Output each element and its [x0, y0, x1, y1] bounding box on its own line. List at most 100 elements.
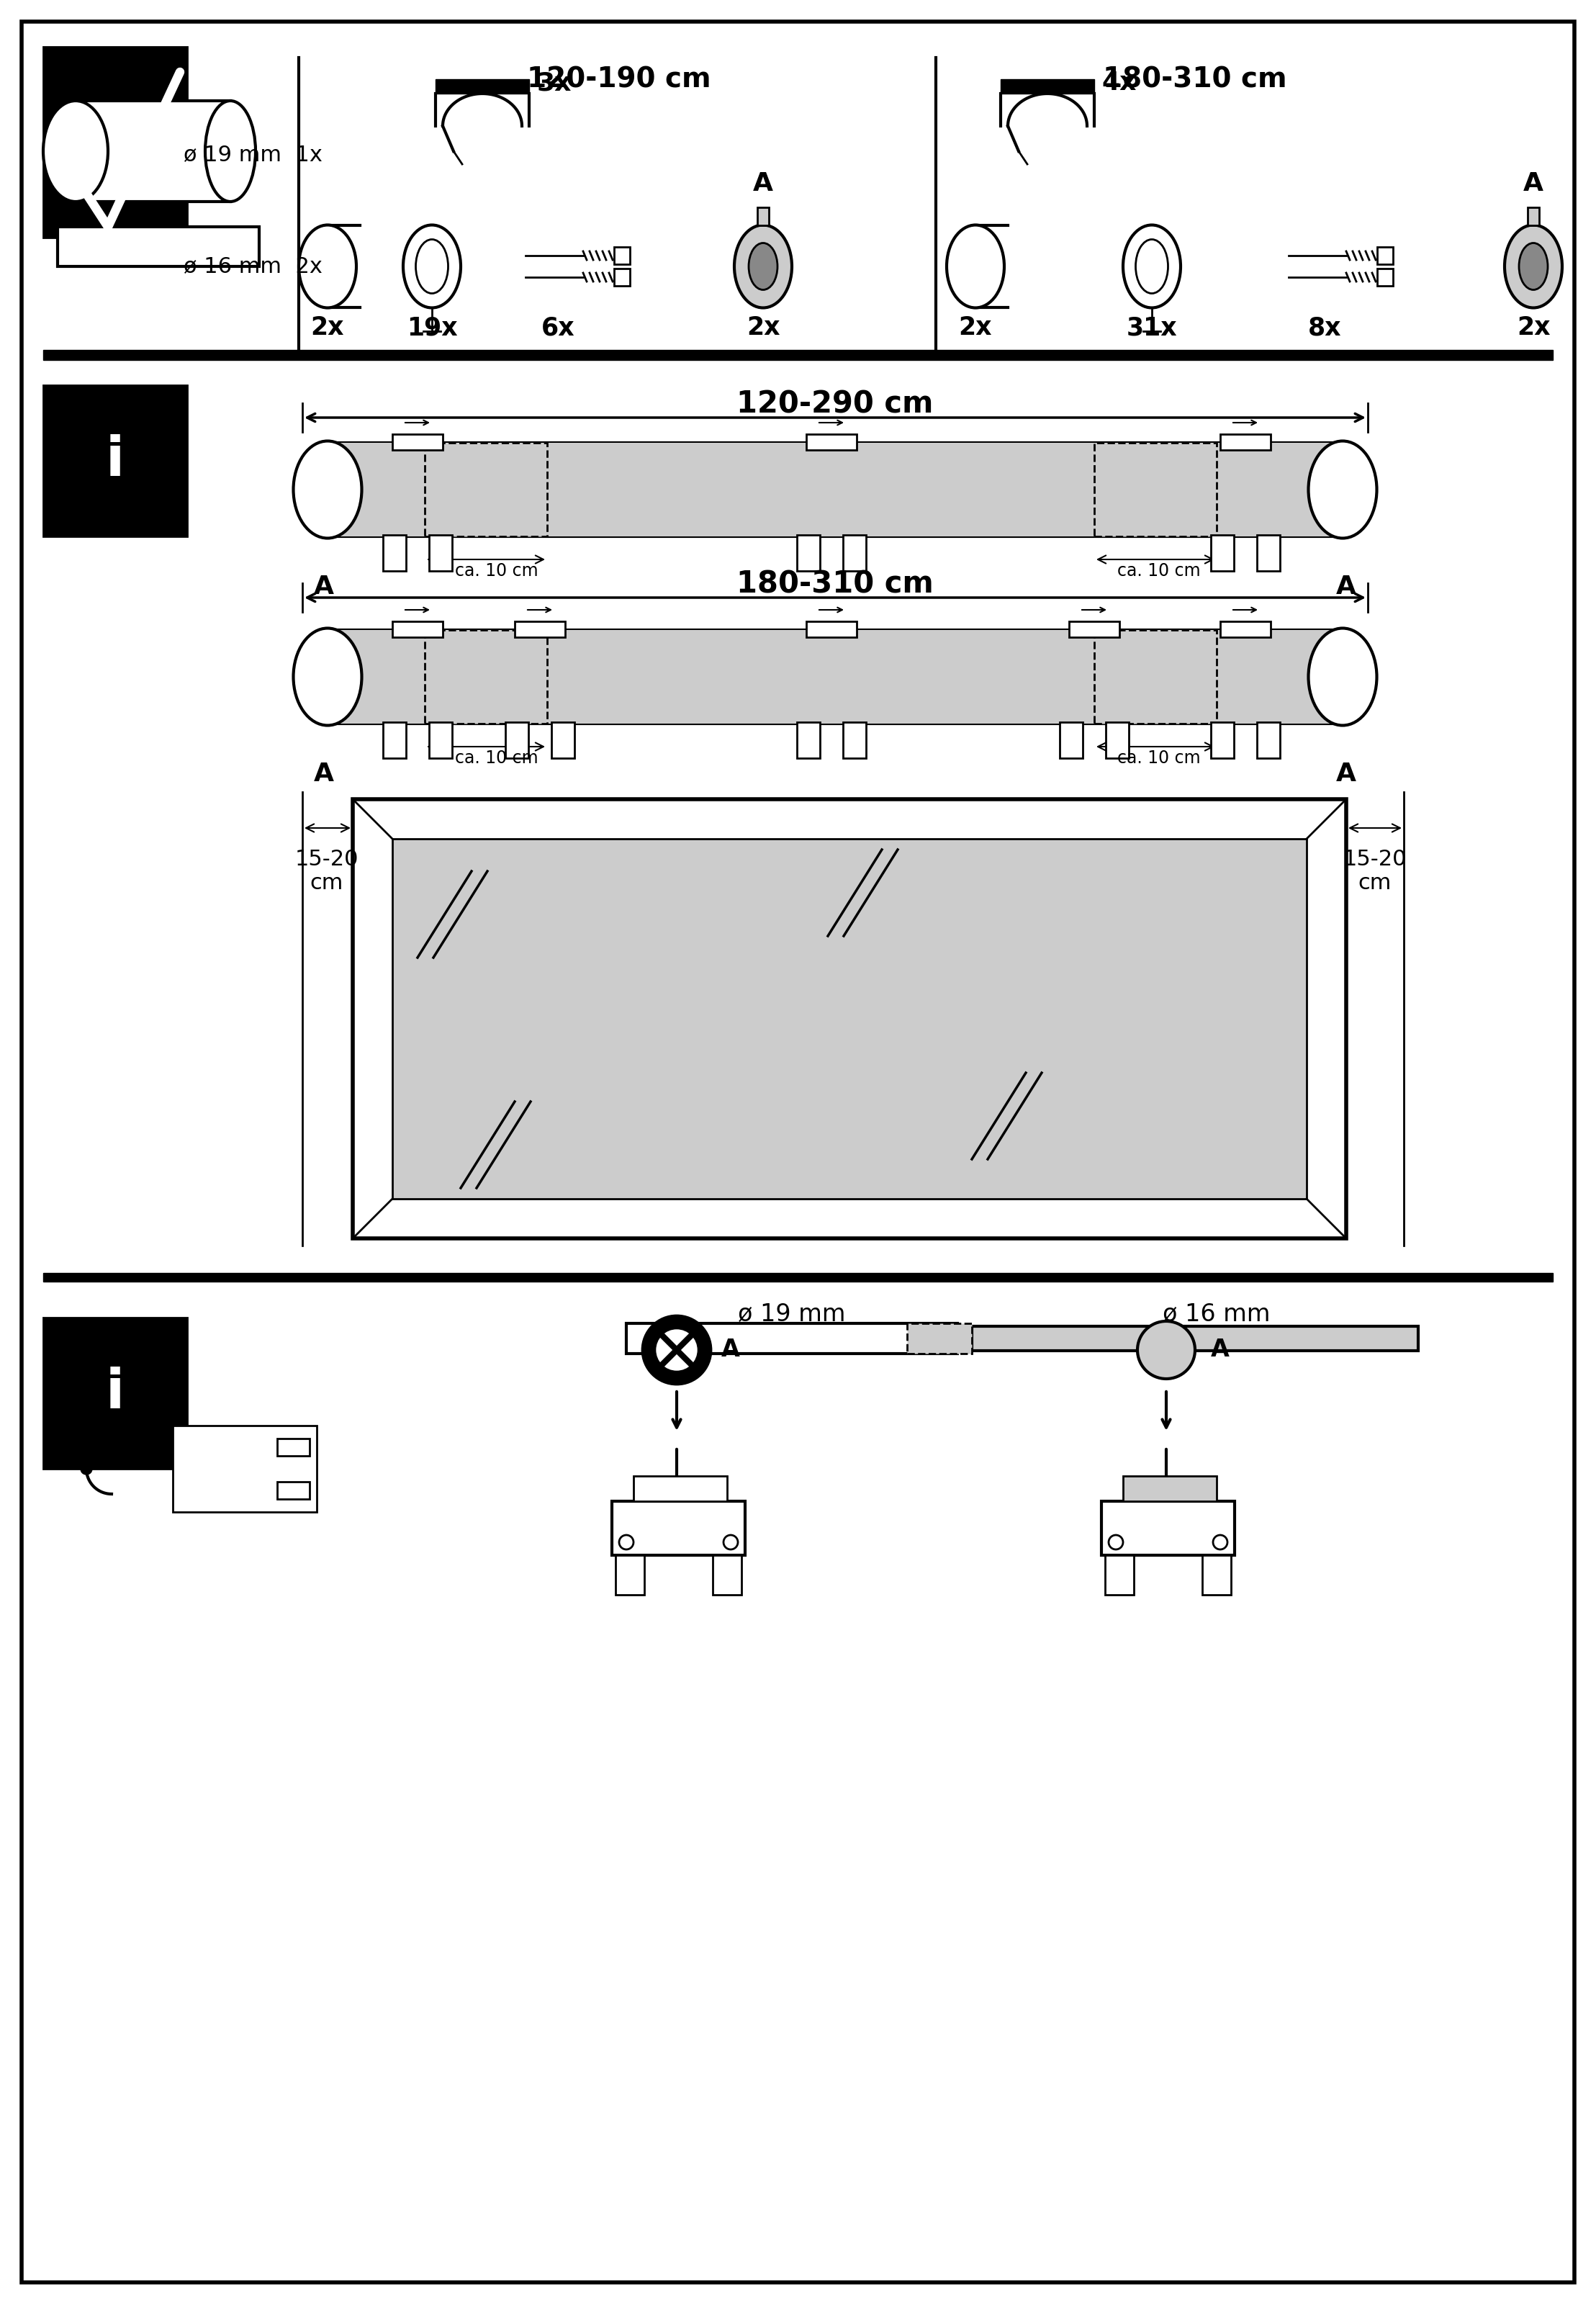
Bar	[425, 442, 547, 537]
Bar	[75, 101, 235, 203]
Bar	[1211, 535, 1234, 571]
Ellipse shape	[298, 226, 356, 309]
Bar	[1377, 270, 1393, 286]
Bar	[1258, 535, 1280, 571]
Bar	[1106, 721, 1128, 758]
Text: ca. 10 cm: ca. 10 cm	[455, 562, 538, 581]
Bar	[843, 721, 867, 758]
Bar	[796, 535, 820, 571]
Bar	[907, 1322, 972, 1352]
Ellipse shape	[1309, 629, 1377, 726]
Bar	[806, 622, 857, 638]
Text: 180-310 cm: 180-310 cm	[1103, 65, 1286, 92]
Bar	[393, 839, 1307, 1198]
Text: 19x: 19x	[407, 316, 458, 339]
Bar	[353, 799, 1345, 1240]
Text: 4x: 4x	[1101, 71, 1136, 94]
Text: 8x: 8x	[1307, 316, 1341, 339]
Bar	[436, 78, 530, 94]
Text: A: A	[1336, 574, 1357, 599]
Ellipse shape	[1519, 242, 1548, 290]
Bar	[327, 442, 1342, 537]
Bar	[626, 1322, 958, 1352]
Ellipse shape	[1138, 1320, 1195, 1378]
Bar	[429, 535, 452, 571]
Ellipse shape	[43, 101, 109, 203]
Text: 15-20
cm: 15-20 cm	[1344, 848, 1406, 894]
Bar	[1095, 442, 1216, 537]
Text: A: A	[1523, 170, 1543, 196]
Text: 120-190 cm: 120-190 cm	[527, 65, 712, 92]
Bar	[1527, 207, 1539, 226]
Bar	[611, 1502, 745, 1555]
Ellipse shape	[415, 240, 448, 293]
Bar	[383, 721, 405, 758]
Bar	[552, 721, 575, 758]
Circle shape	[81, 1463, 93, 1475]
Circle shape	[642, 1316, 712, 1385]
Text: ca. 10 cm: ca. 10 cm	[455, 749, 538, 767]
Text: ø 16 mm: ø 16 mm	[1163, 1302, 1270, 1325]
Text: 2x: 2x	[959, 316, 993, 339]
Circle shape	[1109, 1534, 1124, 1548]
Bar	[43, 1318, 187, 1470]
Ellipse shape	[404, 226, 461, 309]
Bar	[1101, 1502, 1235, 1555]
Ellipse shape	[1505, 226, 1562, 309]
Circle shape	[656, 1329, 697, 1371]
Bar	[393, 622, 442, 638]
Ellipse shape	[1136, 240, 1168, 293]
Text: A: A	[314, 574, 334, 599]
Bar	[616, 1555, 645, 1594]
Text: ø 19 mm: ø 19 mm	[737, 1302, 846, 1325]
Bar	[843, 535, 867, 571]
Bar	[1202, 1555, 1231, 1594]
Text: ca. 10 cm: ca. 10 cm	[1117, 749, 1200, 767]
Bar	[1221, 622, 1270, 638]
Ellipse shape	[1124, 226, 1181, 309]
Bar	[1060, 721, 1082, 758]
Bar	[1221, 433, 1270, 449]
Bar	[1001, 78, 1095, 94]
Bar	[278, 1438, 310, 1456]
Bar	[1069, 622, 1119, 638]
Text: A: A	[1336, 763, 1357, 786]
Bar	[614, 270, 630, 286]
Bar	[393, 433, 442, 449]
Text: ca. 10 cm: ca. 10 cm	[1117, 562, 1200, 581]
Bar	[506, 721, 528, 758]
Text: 180-310 cm: 180-310 cm	[736, 569, 934, 599]
Text: 2x: 2x	[747, 316, 780, 339]
Text: A: A	[753, 170, 772, 196]
Text: ø 16 mm  2x: ø 16 mm 2x	[184, 256, 322, 276]
Bar	[1258, 721, 1280, 758]
Text: A: A	[314, 763, 334, 786]
Ellipse shape	[294, 440, 362, 539]
Text: A: A	[1211, 1339, 1229, 1362]
Bar	[327, 629, 1342, 723]
Text: 2x: 2x	[1516, 316, 1550, 339]
Bar	[806, 433, 857, 449]
Text: i: i	[105, 1366, 124, 1419]
Bar	[425, 629, 547, 723]
Circle shape	[1213, 1534, 1227, 1548]
Ellipse shape	[734, 226, 792, 309]
Text: 3x: 3x	[536, 71, 571, 94]
Text: 120-290 cm: 120-290 cm	[737, 389, 934, 419]
Bar	[1211, 721, 1234, 758]
Bar	[43, 1272, 1553, 1281]
Circle shape	[619, 1534, 634, 1548]
Bar	[383, 535, 405, 571]
Ellipse shape	[206, 101, 255, 203]
Bar	[1124, 1477, 1216, 1502]
Text: 31x: 31x	[1127, 316, 1178, 339]
Bar	[713, 1555, 742, 1594]
Circle shape	[723, 1534, 737, 1548]
Bar	[634, 1477, 728, 1502]
Bar	[1104, 1555, 1133, 1594]
Bar	[57, 226, 259, 267]
Text: 15-20
cm: 15-20 cm	[295, 848, 359, 894]
Bar	[1377, 247, 1393, 265]
Text: i: i	[105, 433, 124, 488]
Text: A: A	[721, 1339, 741, 1362]
